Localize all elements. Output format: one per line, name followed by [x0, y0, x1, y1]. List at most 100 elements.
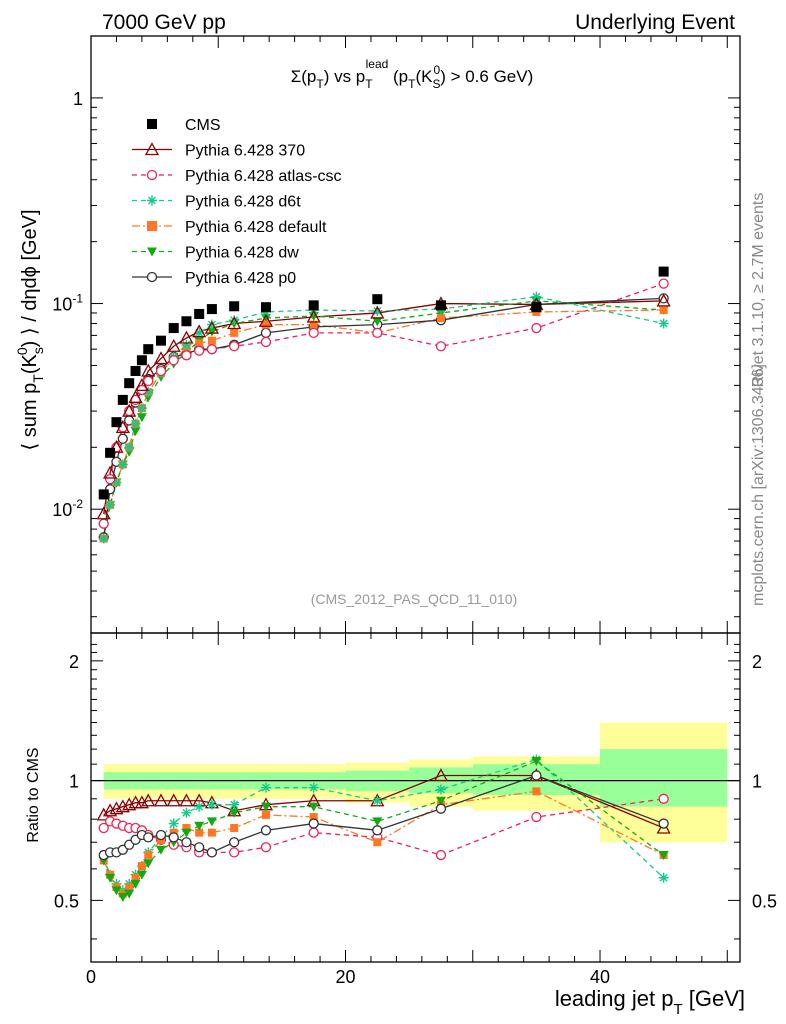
- ratio-point-dw: [111, 886, 122, 896]
- x-axis-label: leading jet pT [GeV]: [555, 986, 745, 1018]
- data-point-default: [261, 320, 270, 329]
- ratio-point-dw: [155, 845, 166, 855]
- data-point-d6t: [98, 533, 109, 544]
- x-tick-label: 0: [86, 967, 96, 987]
- analysis-id-label: (CMS_2012_PAS_QCD_11_010): [311, 591, 518, 607]
- data-point-CMS: [111, 417, 122, 428]
- ratio-point-default: [309, 813, 318, 822]
- legend-label-CMS: CMS: [185, 117, 221, 134]
- ratio-y-tick-label-right: 0.5: [752, 891, 777, 911]
- ratio-point-dw: [130, 879, 141, 889]
- ratio-point-p0: [155, 829, 167, 841]
- ratio-point-default: [373, 838, 382, 847]
- data-point-CMS: [229, 301, 240, 312]
- ratio-point-d6t: [229, 799, 240, 810]
- ratio-point-atlas: [531, 811, 542, 823]
- data-point-p370: [109, 439, 124, 453]
- data-point-d6t: [194, 327, 205, 338]
- data-point-p370: [227, 316, 242, 330]
- data-point-p370: [179, 330, 194, 344]
- data-point-default: [309, 320, 318, 329]
- ratio-point-dw: [181, 828, 192, 838]
- legend-label-d6t: Pythia 6.428 d6t: [185, 194, 301, 211]
- legend-marker-dw: [147, 247, 157, 257]
- data-point-d6t: [531, 291, 542, 302]
- ratio-point-d6t: [194, 801, 205, 812]
- data-point-atlas: [181, 350, 192, 361]
- data-point-p370: [96, 506, 111, 520]
- data-point-p370: [153, 351, 169, 365]
- legend-label-dw: Pythia 6.428 dw: [185, 245, 299, 262]
- data-point-CMS: [136, 355, 147, 366]
- ratio-point-dw: [105, 873, 116, 883]
- header-right: Underlying Event: [575, 11, 735, 34]
- data-point-atlas: [260, 336, 272, 348]
- data-point-atlas: [206, 344, 218, 355]
- ratio-point-default: [207, 828, 216, 837]
- data-point-d6t: [658, 318, 669, 329]
- ratio-point-d6t: [435, 784, 446, 795]
- ratio-point-p0: [181, 837, 192, 848]
- data-point-dw: [136, 413, 147, 423]
- data-point-CMS: [372, 294, 383, 305]
- data-point-CMS: [124, 378, 135, 389]
- y-tick-label: 10-2: [52, 497, 83, 520]
- series-line-default: [103, 309, 664, 539]
- y-tick-label: 10-1: [52, 292, 83, 315]
- data-point-p370: [122, 403, 137, 417]
- data-point-d6t: [372, 305, 383, 316]
- data-point-p370: [141, 363, 156, 377]
- data-point-atlas: [229, 341, 240, 352]
- ratio-point-p0: [435, 803, 447, 814]
- data-point-p370: [192, 324, 207, 338]
- data-point-CMS: [206, 304, 217, 315]
- data-point-d6t: [229, 315, 240, 326]
- ratio-point-d6t: [206, 799, 217, 810]
- series-line-p370: [103, 300, 664, 514]
- data-point-dw: [308, 311, 319, 321]
- data-point-p370: [128, 389, 143, 403]
- series-line-d6t: [103, 296, 664, 539]
- data-point-CMS: [531, 302, 542, 313]
- x-tick-label: 20: [335, 967, 355, 987]
- ratio-point-default: [195, 828, 204, 837]
- series-line-dw: [103, 300, 664, 539]
- data-point-p370: [656, 293, 671, 307]
- ratio-point-default: [261, 810, 270, 819]
- ratio-line-default: [103, 790, 664, 895]
- data-point-CMS: [155, 335, 166, 346]
- ratio-point-atlas: [658, 793, 669, 804]
- data-point-p0: [260, 327, 272, 339]
- data-point-d6t: [105, 499, 116, 510]
- data-point-atlas: [372, 327, 383, 339]
- data-point-p370: [370, 305, 385, 319]
- ratio-point-default: [532, 787, 541, 796]
- data-point-p0: [117, 433, 128, 444]
- ratio-point-dw: [260, 802, 271, 812]
- header-left: 7000 GeV pp: [102, 11, 226, 34]
- legend-marker-p370: [144, 142, 160, 156]
- data-point-d6t: [130, 418, 141, 429]
- data-point-d6t: [181, 339, 192, 350]
- x-tick-label: 40: [590, 967, 610, 987]
- data-point-CMS: [658, 266, 669, 277]
- data-point-default: [207, 336, 216, 345]
- data-point-dw: [372, 317, 383, 327]
- data-point-default: [195, 339, 204, 348]
- data-point-CMS: [308, 300, 319, 311]
- ratio-y-tick-label-right: 1: [752, 772, 762, 792]
- ratio-point-d6t: [308, 782, 319, 793]
- ratio-point-dw: [229, 808, 240, 818]
- ratio-point-dw: [531, 757, 542, 767]
- data-point-atlas: [168, 355, 179, 366]
- legend-marker-p0: [146, 271, 158, 283]
- ratio-y-tick-label-left: 1: [69, 772, 79, 792]
- ratio-point-dw: [206, 817, 217, 827]
- legend-label-p370: Pythia 6.428 370: [185, 143, 305, 160]
- ratio-point-p370: [179, 793, 194, 807]
- ratio-point-p370: [102, 803, 118, 817]
- ratio-point-default: [131, 873, 140, 882]
- ratio-point-p370: [96, 807, 111, 821]
- ratio-point-atlas: [308, 827, 319, 838]
- ratio-point-p370: [433, 768, 449, 782]
